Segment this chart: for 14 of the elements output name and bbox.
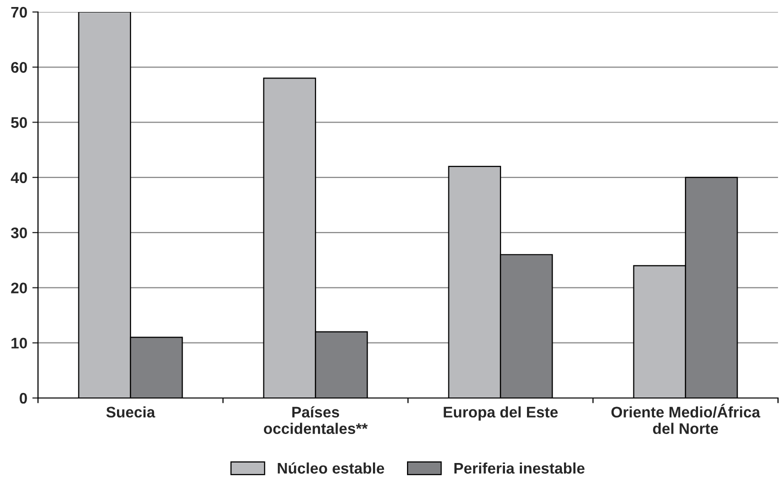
y-tick-label: 70: [11, 6, 27, 18]
y-tick-label: 0: [20, 392, 27, 404]
legend-label: Núcleo estable: [278, 462, 384, 474]
y-tick-label: 30: [10, 227, 27, 238]
y-tick-label: 40: [10, 172, 27, 184]
y-tick-label: 60: [11, 62, 27, 73]
x-tick-label: Suecia: [106, 406, 156, 418]
y-tick-label: 10: [12, 338, 27, 349]
y-tick-label: 20: [11, 282, 27, 294]
legend-label: Periferia inestable: [454, 462, 584, 474]
x-tick-label: Países occidentales**: [264, 406, 368, 434]
x-tick-label: Europa del Este: [444, 406, 558, 421]
y-tick-label: 50: [11, 117, 27, 128]
x-tick-label: Oriente Medio/África del Norte: [611, 404, 760, 434]
